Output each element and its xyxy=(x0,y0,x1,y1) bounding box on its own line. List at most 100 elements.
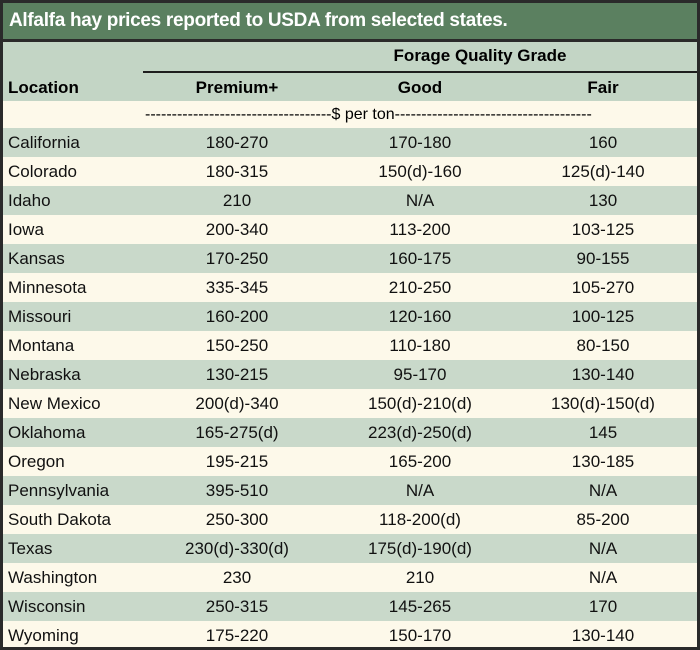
good-cell: 95-170 xyxy=(393,365,447,384)
good-cell: 210 xyxy=(405,568,435,587)
table-row: Nebraska 130-215 95-170 130-140 xyxy=(3,360,697,389)
location-cell: Pennsylvania xyxy=(8,481,110,500)
header-location: Location xyxy=(8,78,79,97)
fair-cell: N/A xyxy=(588,481,618,500)
location-cell: Nebraska xyxy=(8,365,81,384)
location-cell: South Dakota xyxy=(8,510,112,529)
premium-cell: 200-340 xyxy=(205,220,269,239)
table-row: Wisconsin 250-315 145-265 170 xyxy=(3,592,697,621)
location-cell: Idaho xyxy=(8,191,51,210)
good-cell: 120-160 xyxy=(388,307,452,326)
premium-cell: 130-215 xyxy=(205,365,269,384)
good-cell: 170-180 xyxy=(388,133,452,152)
fair-cell: 100-125 xyxy=(571,307,635,326)
good-cell: N/A xyxy=(405,481,435,500)
header-fair: Fair xyxy=(587,78,619,97)
location-cell: Wyoming xyxy=(8,626,79,645)
location-cell: Kansas xyxy=(8,249,65,268)
fair-cell: 90-155 xyxy=(576,249,630,268)
premium-cell: 160-200 xyxy=(205,307,269,326)
premium-cell: 250-315 xyxy=(205,597,269,616)
table-row: California 180-270 170-180 160 xyxy=(3,128,697,157)
premium-cell: 180-315 xyxy=(205,162,269,181)
fair-cell: 125(d)-140 xyxy=(561,162,645,181)
location-cell: California xyxy=(8,133,80,152)
premium-cell: 200(d)-340 xyxy=(195,394,279,413)
good-cell: 145-265 xyxy=(388,597,452,616)
table-header: Forage Quality Grade Location Premium+ G… xyxy=(3,42,697,101)
premium-cell: 250-300 xyxy=(205,510,269,529)
table-row: Wyoming 175-220 150-170 130-140 xyxy=(3,621,697,647)
table-row: Kansas 170-250 160-175 90-155 xyxy=(3,244,697,273)
table-row: Washington 230 210 N/A xyxy=(3,563,697,592)
fair-cell: 145 xyxy=(588,423,618,442)
fair-cell: 103-125 xyxy=(571,220,635,239)
group-underline xyxy=(143,71,697,73)
location-cell: Texas xyxy=(8,539,53,558)
location-cell: Colorado xyxy=(8,162,77,181)
good-cell: 150-170 xyxy=(388,626,452,645)
location-cell: Oregon xyxy=(8,452,65,471)
location-cell: Washington xyxy=(8,568,98,587)
good-cell: 165-200 xyxy=(388,452,452,471)
header-premium: Premium+ xyxy=(195,78,279,97)
premium-cell: 165-275(d) xyxy=(195,423,279,442)
table-row: Missouri 160-200 120-160 100-125 xyxy=(3,302,697,331)
table-row: New Mexico 200(d)-340 150(d)-210(d) 130(d)-… xyxy=(3,389,697,418)
fair-cell: 130-185 xyxy=(571,452,635,471)
fair-cell: 130-140 xyxy=(571,365,635,384)
location-cell: Minnesota xyxy=(8,278,87,297)
fair-cell: N/A xyxy=(588,539,618,558)
table-row: Oklahoma 165-275(d) 223(d)-250(d) 145 xyxy=(3,418,697,447)
good-cell: 210-250 xyxy=(388,278,452,297)
location-cell: New Mexico xyxy=(8,394,101,413)
table-row: Colorado 180-315 150(d)-160 125(d)-140 xyxy=(3,157,697,186)
fair-cell: 130-140 xyxy=(571,626,635,645)
fair-cell: 80-150 xyxy=(576,336,630,355)
location-cell: Oklahoma xyxy=(8,423,86,442)
table-row: Idaho 210 N/A 130 xyxy=(3,186,697,215)
header-good: Good xyxy=(397,78,443,97)
fair-cell: 170 xyxy=(588,597,618,616)
table-row: Iowa 200-340 113-200 103-125 xyxy=(3,215,697,244)
fair-cell: N/A xyxy=(588,568,618,587)
premium-cell: 335-345 xyxy=(205,278,269,297)
column-group-header: Forage Quality Grade xyxy=(393,46,567,65)
table-body: California 180-270 170-180 160 Colorado 180-3… xyxy=(3,128,697,647)
fair-cell: 160 xyxy=(588,133,618,152)
location-cell: Montana xyxy=(8,336,75,355)
good-cell: 110-180 xyxy=(389,336,451,355)
unit-label: -----------------------------------$ per… xyxy=(3,101,697,128)
good-cell: 113-200 xyxy=(389,220,451,239)
premium-cell: 395-510 xyxy=(205,481,269,500)
table-row: Minnesota 335-345 210-250 105-270 xyxy=(3,273,697,302)
good-cell: 118-200(d) xyxy=(379,510,461,529)
premium-cell: 210 xyxy=(222,191,252,210)
premium-cell: 230 xyxy=(222,568,252,587)
table-row: Texas 230(d)-330(d) 175(d)-190(d) N/A xyxy=(3,534,697,563)
fair-cell: 105-270 xyxy=(571,278,635,297)
premium-cell: 170-250 xyxy=(205,249,269,268)
premium-cell: 180-270 xyxy=(205,133,269,152)
premium-cell: 195-215 xyxy=(205,452,269,471)
location-cell: Missouri xyxy=(8,307,72,326)
table-title: Alfalfa hay prices reported to USDA from… xyxy=(3,3,697,42)
good-cell: 223(d)-250(d) xyxy=(368,423,472,442)
fair-cell: 85-200 xyxy=(576,510,630,529)
location-cell: Wisconsin xyxy=(8,597,86,616)
good-cell: 160-175 xyxy=(388,249,452,268)
table-row: Oregon 195-215 165-200 130-185 xyxy=(3,447,697,476)
table-row: Pennsylvania 395-510 N/A N/A xyxy=(3,476,697,505)
premium-cell: 230(d)-330(d) xyxy=(185,539,289,558)
table-row: Montana 150-250 110-180 80-150 xyxy=(3,331,697,360)
premium-cell: 150-250 xyxy=(205,336,269,355)
fair-cell: 130 xyxy=(588,191,618,210)
good-cell: 150(d)-210(d) xyxy=(368,394,472,413)
premium-cell: 175-220 xyxy=(205,626,269,645)
table-row: South Dakota 250-300 118-200(d) 85-200 xyxy=(3,505,697,534)
good-cell: 150(d)-160 xyxy=(378,162,462,181)
good-cell: N/A xyxy=(405,191,435,210)
fair-cell: 130(d)-150(d) xyxy=(551,394,655,413)
good-cell: 175(d)-190(d) xyxy=(368,539,472,558)
